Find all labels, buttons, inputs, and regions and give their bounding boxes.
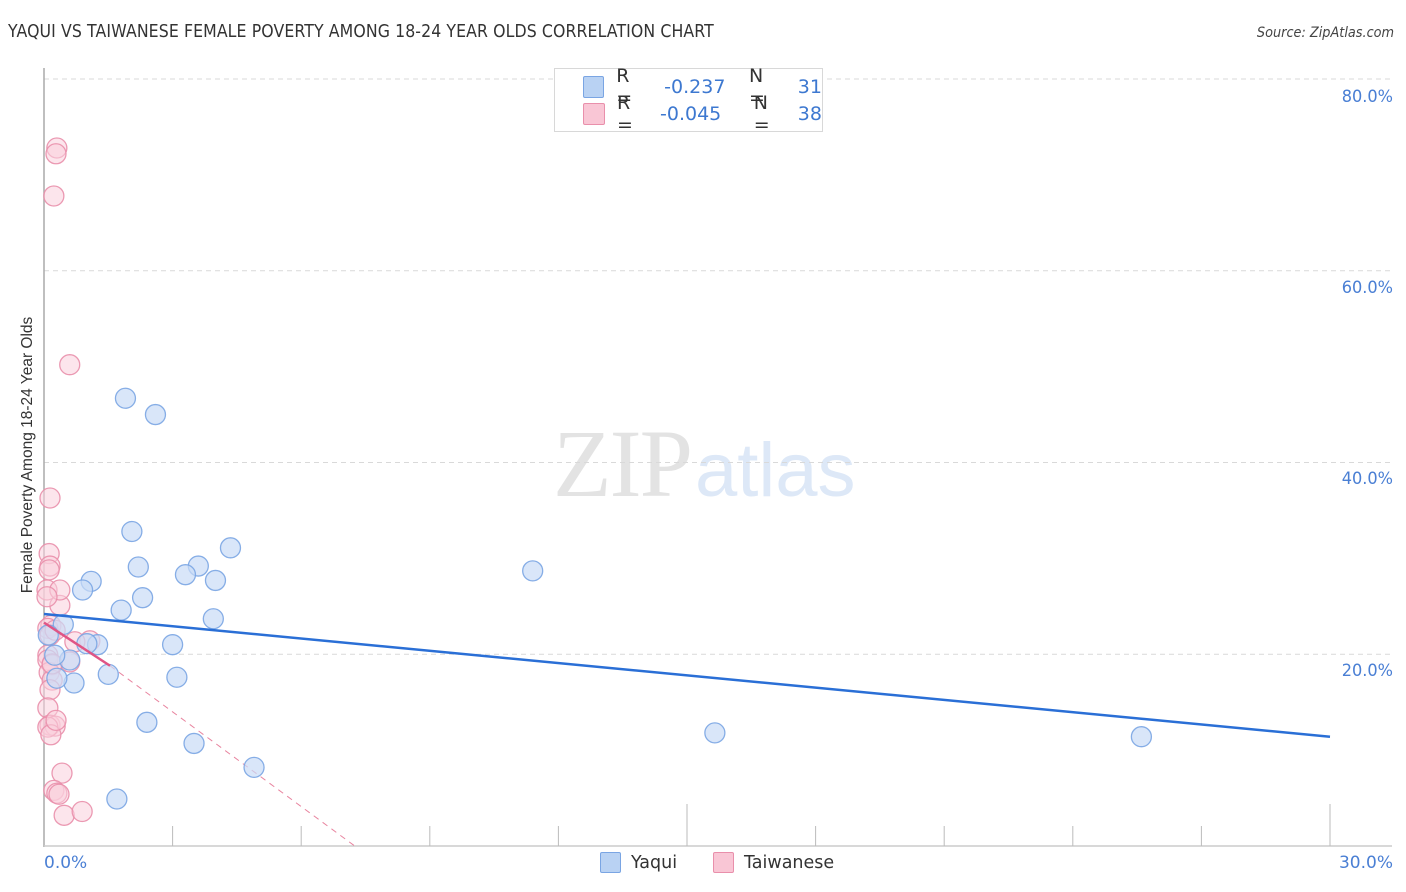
yaqui-swatch-icon [600,852,621,873]
source-label: Source: ZipAtlas.com [1256,25,1394,41]
n-value: 38 [797,102,822,125]
r-value: -0.237 [664,75,726,98]
r-label: R = [616,64,633,109]
trend-lines-overlay [43,612,1331,738]
taiwanese-swatch-icon [713,852,734,873]
legend-item-yaqui[interactable]: Yaqui [600,852,677,873]
y-axis-label: Female Poverty Among 18-24 Year Olds [19,316,36,594]
legend-item-taiwanese[interactable]: Taiwanese [713,852,834,873]
y-tick-60: 60.0% [1341,278,1393,298]
n-label: N = [753,91,770,136]
data-points [36,137,1153,826]
y-tick-20: 20.0% [1341,661,1393,681]
n-value: 31 [797,75,822,98]
legend-row-taiwanese: R = -0.045 N = 38 [555,92,822,136]
taiwanese-swatch-icon [583,102,605,125]
x-tick-30: 30.0% [1338,853,1393,873]
x-tick-0: 0.0% [44,853,88,873]
legend-label: Yaqui [631,852,678,873]
n-label: N = [748,64,765,109]
y-tick-40: 40.0% [1341,469,1393,489]
r-label: R = [616,91,633,136]
r-value: -0.045 [660,102,722,125]
trend-lines [109,665,356,847]
correlation-legend: R = -0.237 N = 31 R = -0.045 N = 38 [554,65,823,136]
yaqui-swatch-icon [583,75,605,98]
chart-title: YAQUI VS TAIWANESE FEMALE POVERTY AMONG … [8,22,714,42]
legend-row-yaqui: R = -0.237 N = 31 [555,65,822,109]
legend-label: Taiwanese [744,852,835,873]
gridlines [44,78,1392,655]
y-tick-80: 80.0% [1341,87,1393,107]
